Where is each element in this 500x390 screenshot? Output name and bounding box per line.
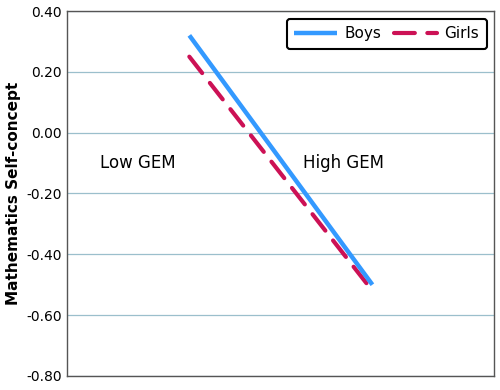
Girls bbox=[370, 289, 376, 293]
Boys bbox=[370, 282, 376, 287]
Line: Boys: Boys bbox=[190, 35, 372, 285]
Line: Girls: Girls bbox=[190, 57, 372, 291]
Girls bbox=[186, 54, 192, 59]
Text: Low GEM: Low GEM bbox=[100, 154, 176, 172]
Y-axis label: Mathematics Self-concept: Mathematics Self-concept bbox=[6, 82, 20, 305]
Legend: Boys, Girls: Boys, Girls bbox=[287, 19, 487, 49]
Text: High GEM: High GEM bbox=[303, 154, 384, 172]
Boys bbox=[186, 33, 192, 38]
